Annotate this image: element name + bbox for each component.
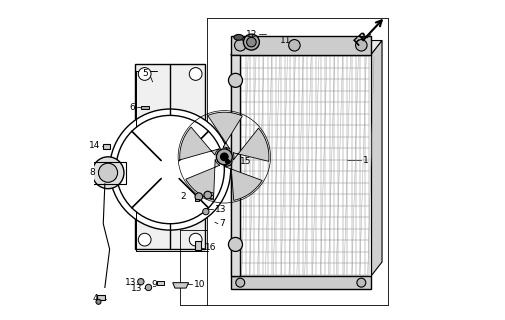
- Circle shape: [145, 284, 152, 291]
- Circle shape: [225, 159, 229, 164]
- Circle shape: [216, 149, 232, 165]
- Polygon shape: [179, 127, 219, 160]
- Circle shape: [194, 193, 203, 200]
- Text: 6: 6: [129, 103, 135, 112]
- Circle shape: [220, 153, 228, 161]
- Text: 13: 13: [124, 278, 136, 287]
- Circle shape: [228, 237, 242, 252]
- Circle shape: [223, 157, 231, 166]
- Bar: [230, 276, 370, 289]
- Circle shape: [189, 233, 201, 246]
- Text: 3: 3: [208, 192, 214, 201]
- Circle shape: [204, 191, 211, 199]
- Circle shape: [288, 40, 299, 51]
- Circle shape: [92, 157, 124, 189]
- Ellipse shape: [233, 35, 243, 40]
- Circle shape: [246, 37, 256, 47]
- Text: 13: 13: [214, 205, 226, 214]
- Bar: [230, 36, 370, 55]
- Circle shape: [228, 73, 242, 87]
- Text: 12: 12: [246, 30, 257, 39]
- Circle shape: [356, 278, 365, 287]
- Circle shape: [203, 208, 209, 215]
- Polygon shape: [370, 41, 381, 276]
- Polygon shape: [172, 283, 188, 288]
- Bar: [96, 295, 105, 300]
- Circle shape: [189, 68, 201, 80]
- Circle shape: [138, 68, 151, 80]
- Text: 7: 7: [219, 219, 225, 228]
- Circle shape: [138, 233, 151, 246]
- Circle shape: [235, 278, 244, 287]
- Text: 5: 5: [142, 69, 147, 78]
- Text: 11: 11: [280, 36, 291, 45]
- Circle shape: [110, 109, 230, 230]
- FancyArrowPatch shape: [363, 20, 381, 40]
- Circle shape: [234, 40, 245, 51]
- Text: 2: 2: [180, 192, 186, 201]
- Bar: [194, 241, 201, 250]
- Bar: [194, 199, 198, 201]
- Circle shape: [355, 40, 366, 51]
- Polygon shape: [232, 128, 268, 161]
- Bar: [135, 64, 205, 249]
- Circle shape: [98, 163, 117, 182]
- Text: 13: 13: [131, 284, 142, 292]
- Bar: [230, 55, 240, 276]
- Circle shape: [96, 299, 101, 304]
- Polygon shape: [224, 164, 262, 200]
- Bar: [157, 281, 164, 285]
- Polygon shape: [230, 41, 381, 55]
- Text: 4: 4: [92, 294, 97, 303]
- Polygon shape: [207, 112, 242, 149]
- Text: 8: 8: [89, 168, 95, 177]
- Text: 14: 14: [88, 141, 100, 150]
- Text: 9: 9: [152, 280, 157, 289]
- Bar: [103, 144, 110, 149]
- Bar: [90, 162, 125, 184]
- Circle shape: [137, 278, 144, 285]
- Text: FR.: FR.: [351, 27, 373, 48]
- Circle shape: [116, 116, 224, 224]
- Text: 15: 15: [240, 157, 251, 166]
- Bar: [230, 55, 370, 276]
- Circle shape: [243, 34, 259, 50]
- Polygon shape: [140, 106, 149, 109]
- Polygon shape: [185, 159, 219, 200]
- Text: 10: 10: [194, 280, 205, 289]
- Text: 16: 16: [205, 243, 216, 252]
- Text: 1: 1: [362, 156, 368, 164]
